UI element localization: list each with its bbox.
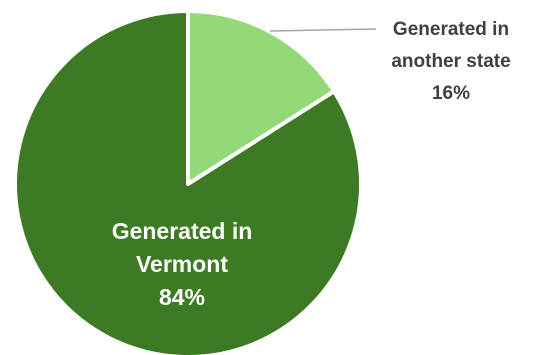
slice-labels: Generated in another state 16% Generated in… xyxy=(112,19,511,310)
slice-label-1-line-0: Generated in xyxy=(112,218,253,244)
pie-slices xyxy=(13,9,363,355)
slice-value-label-0: 16% xyxy=(432,83,470,104)
pie-slice-1 xyxy=(13,9,363,355)
leader-line-0 xyxy=(269,28,377,32)
slice-label-0-line-0: Generated in xyxy=(393,19,509,40)
pie-slice-0 xyxy=(186,9,337,186)
leader-lines xyxy=(269,28,377,32)
slice-value-label-1: 84% xyxy=(159,284,205,310)
slice-label-0-line-1: another state xyxy=(391,51,510,72)
slice-label-1-line-1: Vermont xyxy=(136,251,228,277)
